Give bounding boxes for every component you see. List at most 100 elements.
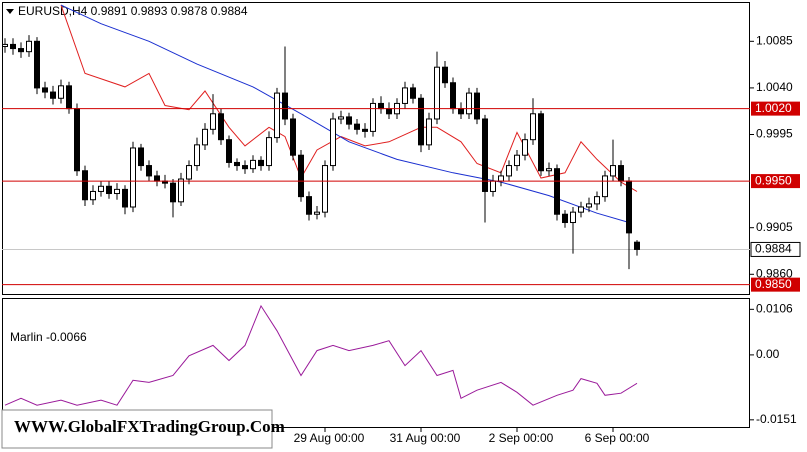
level-label-box	[751, 101, 800, 116]
candle-body	[82, 170, 88, 201]
candle-body	[442, 66, 448, 84]
candle-body	[474, 92, 480, 120]
watermark-box	[1, 409, 273, 449]
candle-body	[266, 137, 272, 167]
candle-body	[490, 180, 496, 192]
candle-body	[170, 182, 176, 203]
candle-body	[450, 82, 456, 110]
candle-body	[594, 196, 600, 205]
candle-body	[570, 211, 576, 224]
y-tick-label: 0.9860	[756, 266, 793, 280]
level-label: 1.0020	[755, 101, 792, 115]
candle-body	[418, 97, 424, 146]
candle-body	[34, 40, 40, 89]
watermark: WWW.GlobalFXTradingGroup.Com	[14, 417, 285, 436]
candle-body	[18, 48, 24, 53]
candle-body	[2, 43, 8, 47]
candle-body	[98, 185, 104, 192]
candle-body	[138, 147, 144, 167]
x-tick-label: 29 Aug 00:00	[294, 431, 365, 445]
chart-title: EURUSD,H4 0.9891 0.9893 0.9878 0.9884	[18, 4, 248, 18]
candle-body	[578, 206, 584, 213]
candle-body	[634, 241, 640, 250]
candle-body	[498, 175, 504, 182]
candle-body	[90, 190, 96, 201]
candle-body	[74, 108, 80, 172]
candle-body	[178, 178, 184, 203]
candle-body	[250, 159, 256, 170]
candle-body	[42, 87, 48, 93]
candle-body	[202, 128, 208, 146]
x-tick-label: 6 Sep 00:00	[585, 431, 650, 445]
candle-body	[58, 85, 64, 99]
candle-body	[370, 102, 376, 132]
candle-body	[242, 165, 248, 170]
candle-body	[338, 116, 344, 120]
candle-body	[546, 168, 552, 172]
candle-body	[378, 102, 384, 110]
level-label-box	[751, 174, 800, 189]
plot: 0.9860 0.9905 0.9995 1.0040 1.0085 1.0020 0.99…	[2, 4, 801, 445]
level-label: 0.9950	[755, 173, 792, 187]
indicator-panel	[2, 298, 750, 428]
candle-body	[386, 108, 392, 115]
current-price-box	[750, 241, 801, 257]
candle-body	[306, 196, 312, 215]
candle-body	[346, 116, 352, 125]
candle-body	[410, 87, 416, 99]
current-price-label: 0.9884	[755, 242, 792, 256]
candle-body	[26, 40, 32, 53]
candle-body	[226, 139, 232, 163]
y-tick-label: 0.00	[756, 347, 780, 361]
y-tick-label: 0.9995	[756, 127, 793, 141]
candle-body	[298, 154, 304, 198]
candle-body	[122, 188, 128, 208]
candle-body	[218, 113, 224, 141]
candle-body	[106, 185, 112, 195]
candle-body	[482, 118, 488, 192]
candle-body	[314, 211, 320, 215]
candle-body	[114, 188, 120, 195]
candle-body	[586, 203, 592, 208]
y-tick-label: 0.0106	[756, 301, 793, 315]
x-tick-label: 2 Sep 00:00	[489, 431, 554, 445]
y-tick-label: 1.0085	[756, 33, 793, 47]
candle-body	[194, 144, 200, 167]
candle-body	[282, 92, 288, 120]
candle-body	[618, 165, 624, 182]
candle-body	[186, 165, 192, 180]
moving-average	[60, 4, 630, 223]
candle-body	[362, 128, 368, 132]
candle-body	[626, 180, 632, 234]
candle-body	[466, 92, 472, 115]
menu-arrow	[6, 9, 14, 14]
candle-body	[274, 92, 280, 139]
candle-body	[530, 113, 536, 141]
candle-body	[426, 118, 432, 146]
y-tick-label: -0.0151	[756, 412, 797, 426]
candle-body	[50, 91, 56, 99]
main-panel	[2, 2, 750, 295]
level-label: 0.9850	[755, 277, 792, 291]
candle-body	[154, 175, 160, 182]
candle-body	[458, 108, 464, 115]
candle-body	[610, 165, 616, 177]
candle-body	[66, 85, 72, 110]
candle-body	[434, 66, 440, 120]
candle-body	[130, 147, 136, 208]
candle-body	[538, 113, 544, 172]
candle-body	[402, 87, 408, 104]
indicator-title: Marlin -0.0066	[10, 330, 87, 344]
candle-body	[10, 43, 16, 50]
candle-body	[506, 165, 512, 177]
x-tick-label: 31 Aug 00:00	[390, 431, 461, 445]
candle-body	[234, 161, 240, 167]
candle-body	[602, 175, 608, 198]
candle-body	[258, 159, 264, 167]
candle-body	[210, 113, 216, 130]
candle-body	[330, 118, 336, 167]
candle-body	[146, 165, 152, 177]
